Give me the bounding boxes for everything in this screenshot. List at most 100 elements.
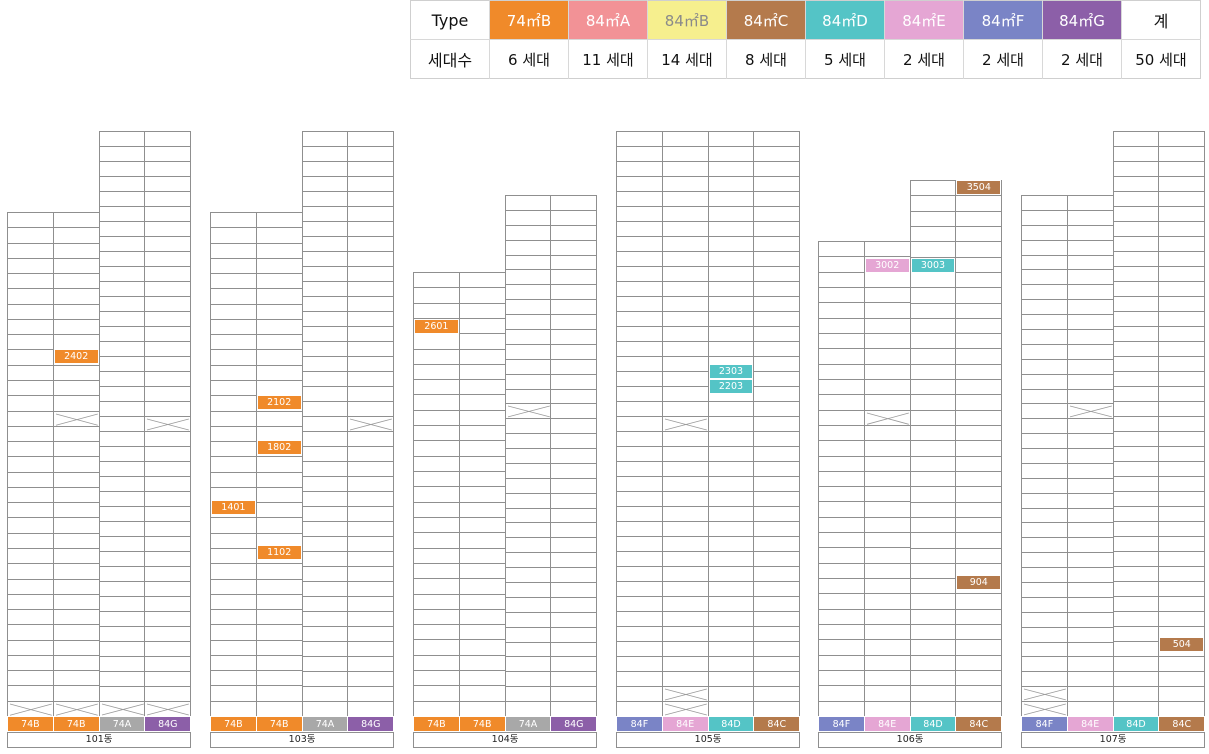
floor-cell [863,317,911,334]
floor-cell [1066,611,1114,628]
floor-cell [753,446,801,462]
floor-cell [1112,341,1160,357]
floor-cell [458,685,506,702]
floor-cell [707,686,755,702]
floor-cell [1021,433,1068,450]
floor-cell [1021,388,1068,405]
floor-cell [616,431,663,447]
floor-cell [661,221,709,237]
floor-cell [98,161,146,177]
highlighted-unit[interactable]: 3002 [864,258,910,273]
highlighted-unit[interactable]: 504 [1159,637,1205,652]
floor-cell [616,581,663,597]
floor-cell [1021,224,1068,241]
floor-cell [550,239,598,256]
floor-cell [1112,176,1160,192]
floor-cell [413,333,460,350]
floor-cell [550,343,598,360]
floor-cell [301,326,349,342]
floor-cell [753,641,801,657]
floor-cell [7,548,54,565]
floor-cell [301,161,349,177]
line-type-label: 84D [1112,716,1160,732]
floor-cell [7,318,54,336]
floor-cell [753,131,801,147]
floor-cell [550,462,598,479]
floor-cell [909,180,957,197]
highlighted-unit[interactable]: 904 [956,575,1002,590]
legend-count-total: 50 세대 [1135,50,1187,69]
floor-cell [753,296,801,312]
highlighted-unit[interactable]: 2102 [256,395,302,410]
floor-cell [909,409,957,427]
floor-cell [301,146,349,162]
highlighted-unit[interactable]: 1401 [211,500,256,515]
floor-cell [1158,266,1206,282]
floor-cell [909,624,957,641]
floor-cell [144,251,192,267]
floor-cell [550,641,598,658]
floor-cell [301,701,349,717]
floor-cell [7,502,54,519]
floor-cell [550,626,598,643]
floor-cell [863,501,911,518]
floor-cell [347,176,395,192]
floor-cell [1112,146,1160,162]
floor-cell [413,409,460,427]
floor-cell [301,686,349,702]
floor-cell [1112,671,1160,687]
floor-cell [955,195,1003,212]
floor-cell [52,502,100,519]
floor-cell [458,639,506,656]
floor-cell [255,227,303,244]
floor-cell [255,364,303,381]
floor-cell [863,241,911,258]
floor-cell [413,532,460,549]
floor-cell [144,626,192,642]
floor-cell [661,566,709,582]
floor-cell [210,303,257,320]
floor-cell [458,624,506,641]
highlighted-unit[interactable]: 3003 [910,258,956,273]
highlighted-unit[interactable]: 1802 [256,440,302,455]
floor-cell [1112,221,1160,237]
floor-cell [863,608,911,626]
floor-cell [550,448,598,464]
floor-cell [255,273,303,290]
floor-cell [301,206,349,222]
highlighted-unit[interactable]: 2303 [708,364,754,379]
highlighted-unit[interactable]: 2203 [708,379,754,394]
floor-cell [98,131,146,147]
legend-type-84f: 84㎡F [963,0,1043,40]
floor-cell [955,486,1003,503]
floor-cell [863,700,911,717]
floor-cell [818,578,865,595]
floor-cell [753,551,801,567]
floor-cell [909,516,957,534]
floor-cell [1066,492,1114,509]
highlighted-unit[interactable]: 2402 [53,349,99,364]
floor-cell [707,566,755,582]
floor-cell [616,131,663,147]
floor-cell [1021,418,1068,435]
building-name: 104동 [413,732,598,748]
highlighted-unit[interactable]: 3504 [956,180,1002,195]
floor-cell [52,334,100,351]
floor-cell [144,686,192,702]
floor-cell [707,446,755,462]
floor-cell [909,501,957,518]
floor-cell [863,394,911,411]
legend-type-84a: 84㎡A [568,0,648,40]
floor-cell [550,224,598,241]
floor-cell [52,364,100,381]
highlighted-unit[interactable]: 2601 [414,319,459,334]
floor-cell [504,552,552,569]
floor-cell [550,388,598,405]
floor-cell [753,206,801,222]
highlighted-unit[interactable]: 1102 [256,545,302,560]
floor-cell [458,700,506,717]
floor-cell [210,273,257,290]
floor-cell [210,639,257,656]
legend-count-header: 세대수 [410,39,490,79]
floor-cell [661,191,709,207]
